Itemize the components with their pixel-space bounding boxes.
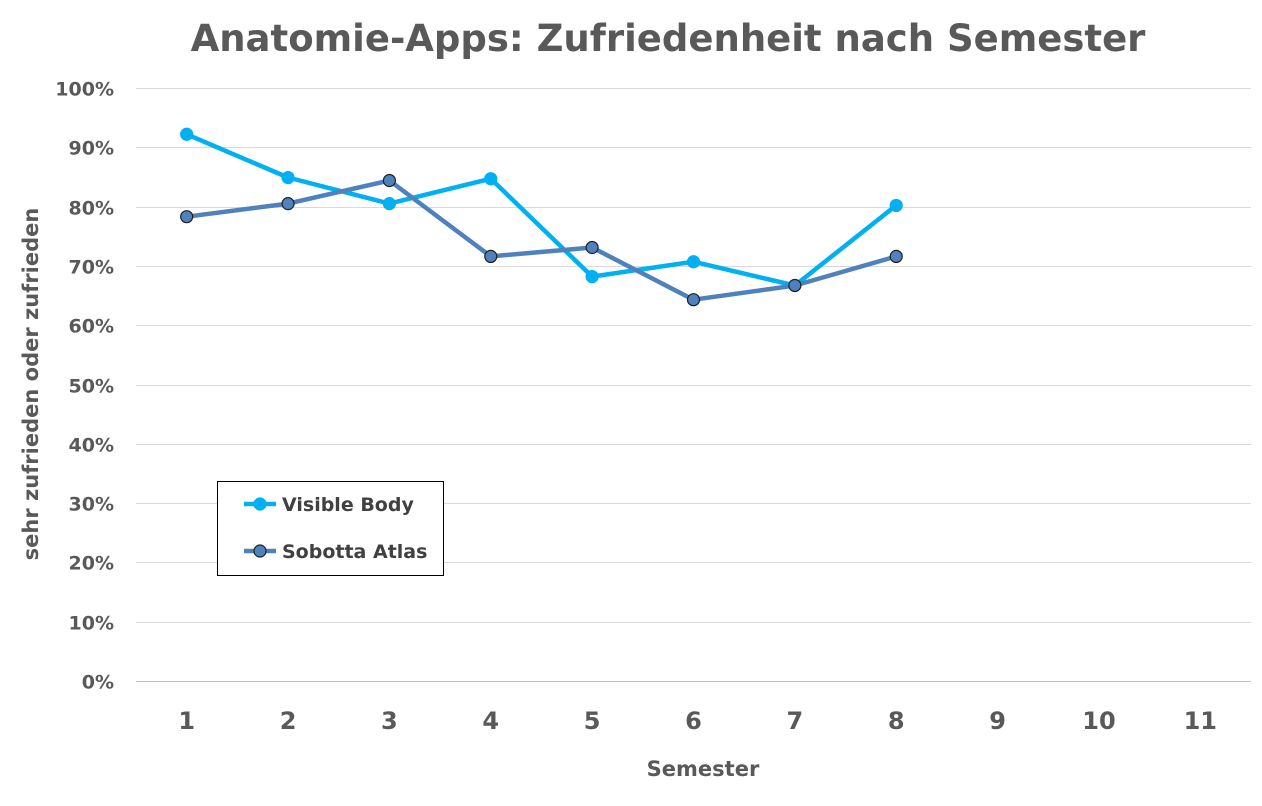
y-tick-label: 20% (69, 553, 114, 575)
data-point (382, 197, 397, 211)
x-tick-label: 1 (178, 707, 195, 735)
y-tick-label: 80% (69, 198, 114, 220)
y-tick-label: 100% (55, 79, 114, 101)
y-tick-label: 0% (82, 672, 114, 694)
legend-swatch-marker (253, 497, 267, 511)
data-point (585, 269, 599, 284)
data-point (382, 173, 397, 188)
x-tick-label: 5 (584, 707, 601, 735)
series-markers-2 (180, 173, 903, 307)
gridlines (136, 88, 1251, 682)
legend-label: Visible Body (282, 494, 414, 516)
y-tick-label: 40% (69, 435, 114, 457)
x-tick-label: 10 (1082, 707, 1115, 735)
legend-swatch-marker (253, 544, 267, 558)
x-axis-ticks: 1 2 3 4 5 6 7 8 9 10 11 (178, 707, 1217, 735)
x-tick-label: 9 (989, 707, 1006, 735)
data-point (788, 278, 802, 293)
chart-title: Anatomie-Apps: Zufriedenheit nach Semest… (191, 17, 1147, 60)
data-point (484, 249, 498, 264)
x-tick-label: 3 (381, 707, 398, 735)
series-line-2 (184, 178, 899, 302)
data-point (585, 240, 599, 255)
data-point (889, 198, 903, 213)
x-tick-label: 8 (888, 707, 905, 735)
x-tick-label: 7 (787, 707, 804, 735)
series-line-1 (184, 132, 899, 288)
x-tick-label: 11 (1184, 707, 1217, 735)
y-tick-label: 60% (69, 316, 114, 338)
data-point (180, 127, 194, 141)
y-tick-label: 90% (69, 138, 114, 160)
series-markers (180, 127, 903, 307)
y-tick-label: 70% (69, 257, 114, 279)
y-axis-ticks: 0% 10% 20% 30% 40% 50% 60% 70% 80% 90% 100% (55, 79, 114, 694)
data-point (281, 197, 295, 211)
data-point (281, 170, 295, 185)
legend: Visible Body Sobotta Atlas (217, 481, 444, 576)
data-point (889, 249, 903, 264)
y-tick-label: 30% (69, 494, 114, 516)
y-tick-label: 10% (69, 613, 114, 635)
x-tick-label: 2 (280, 707, 297, 735)
x-axis-label: Semester (647, 757, 760, 781)
x-tick-label: 6 (685, 707, 702, 735)
y-tick-label: 50% (69, 376, 114, 398)
data-point (686, 293, 701, 307)
data-point (484, 172, 498, 186)
legend-label: Sobotta Atlas (282, 541, 427, 563)
y-axis-label: sehr zufrieden oder zufrieden (19, 208, 43, 561)
data-point (180, 210, 194, 224)
data-point (686, 255, 701, 269)
legend-box (217, 481, 444, 576)
series-lines (184, 132, 899, 302)
x-tick-label: 4 (482, 707, 499, 735)
